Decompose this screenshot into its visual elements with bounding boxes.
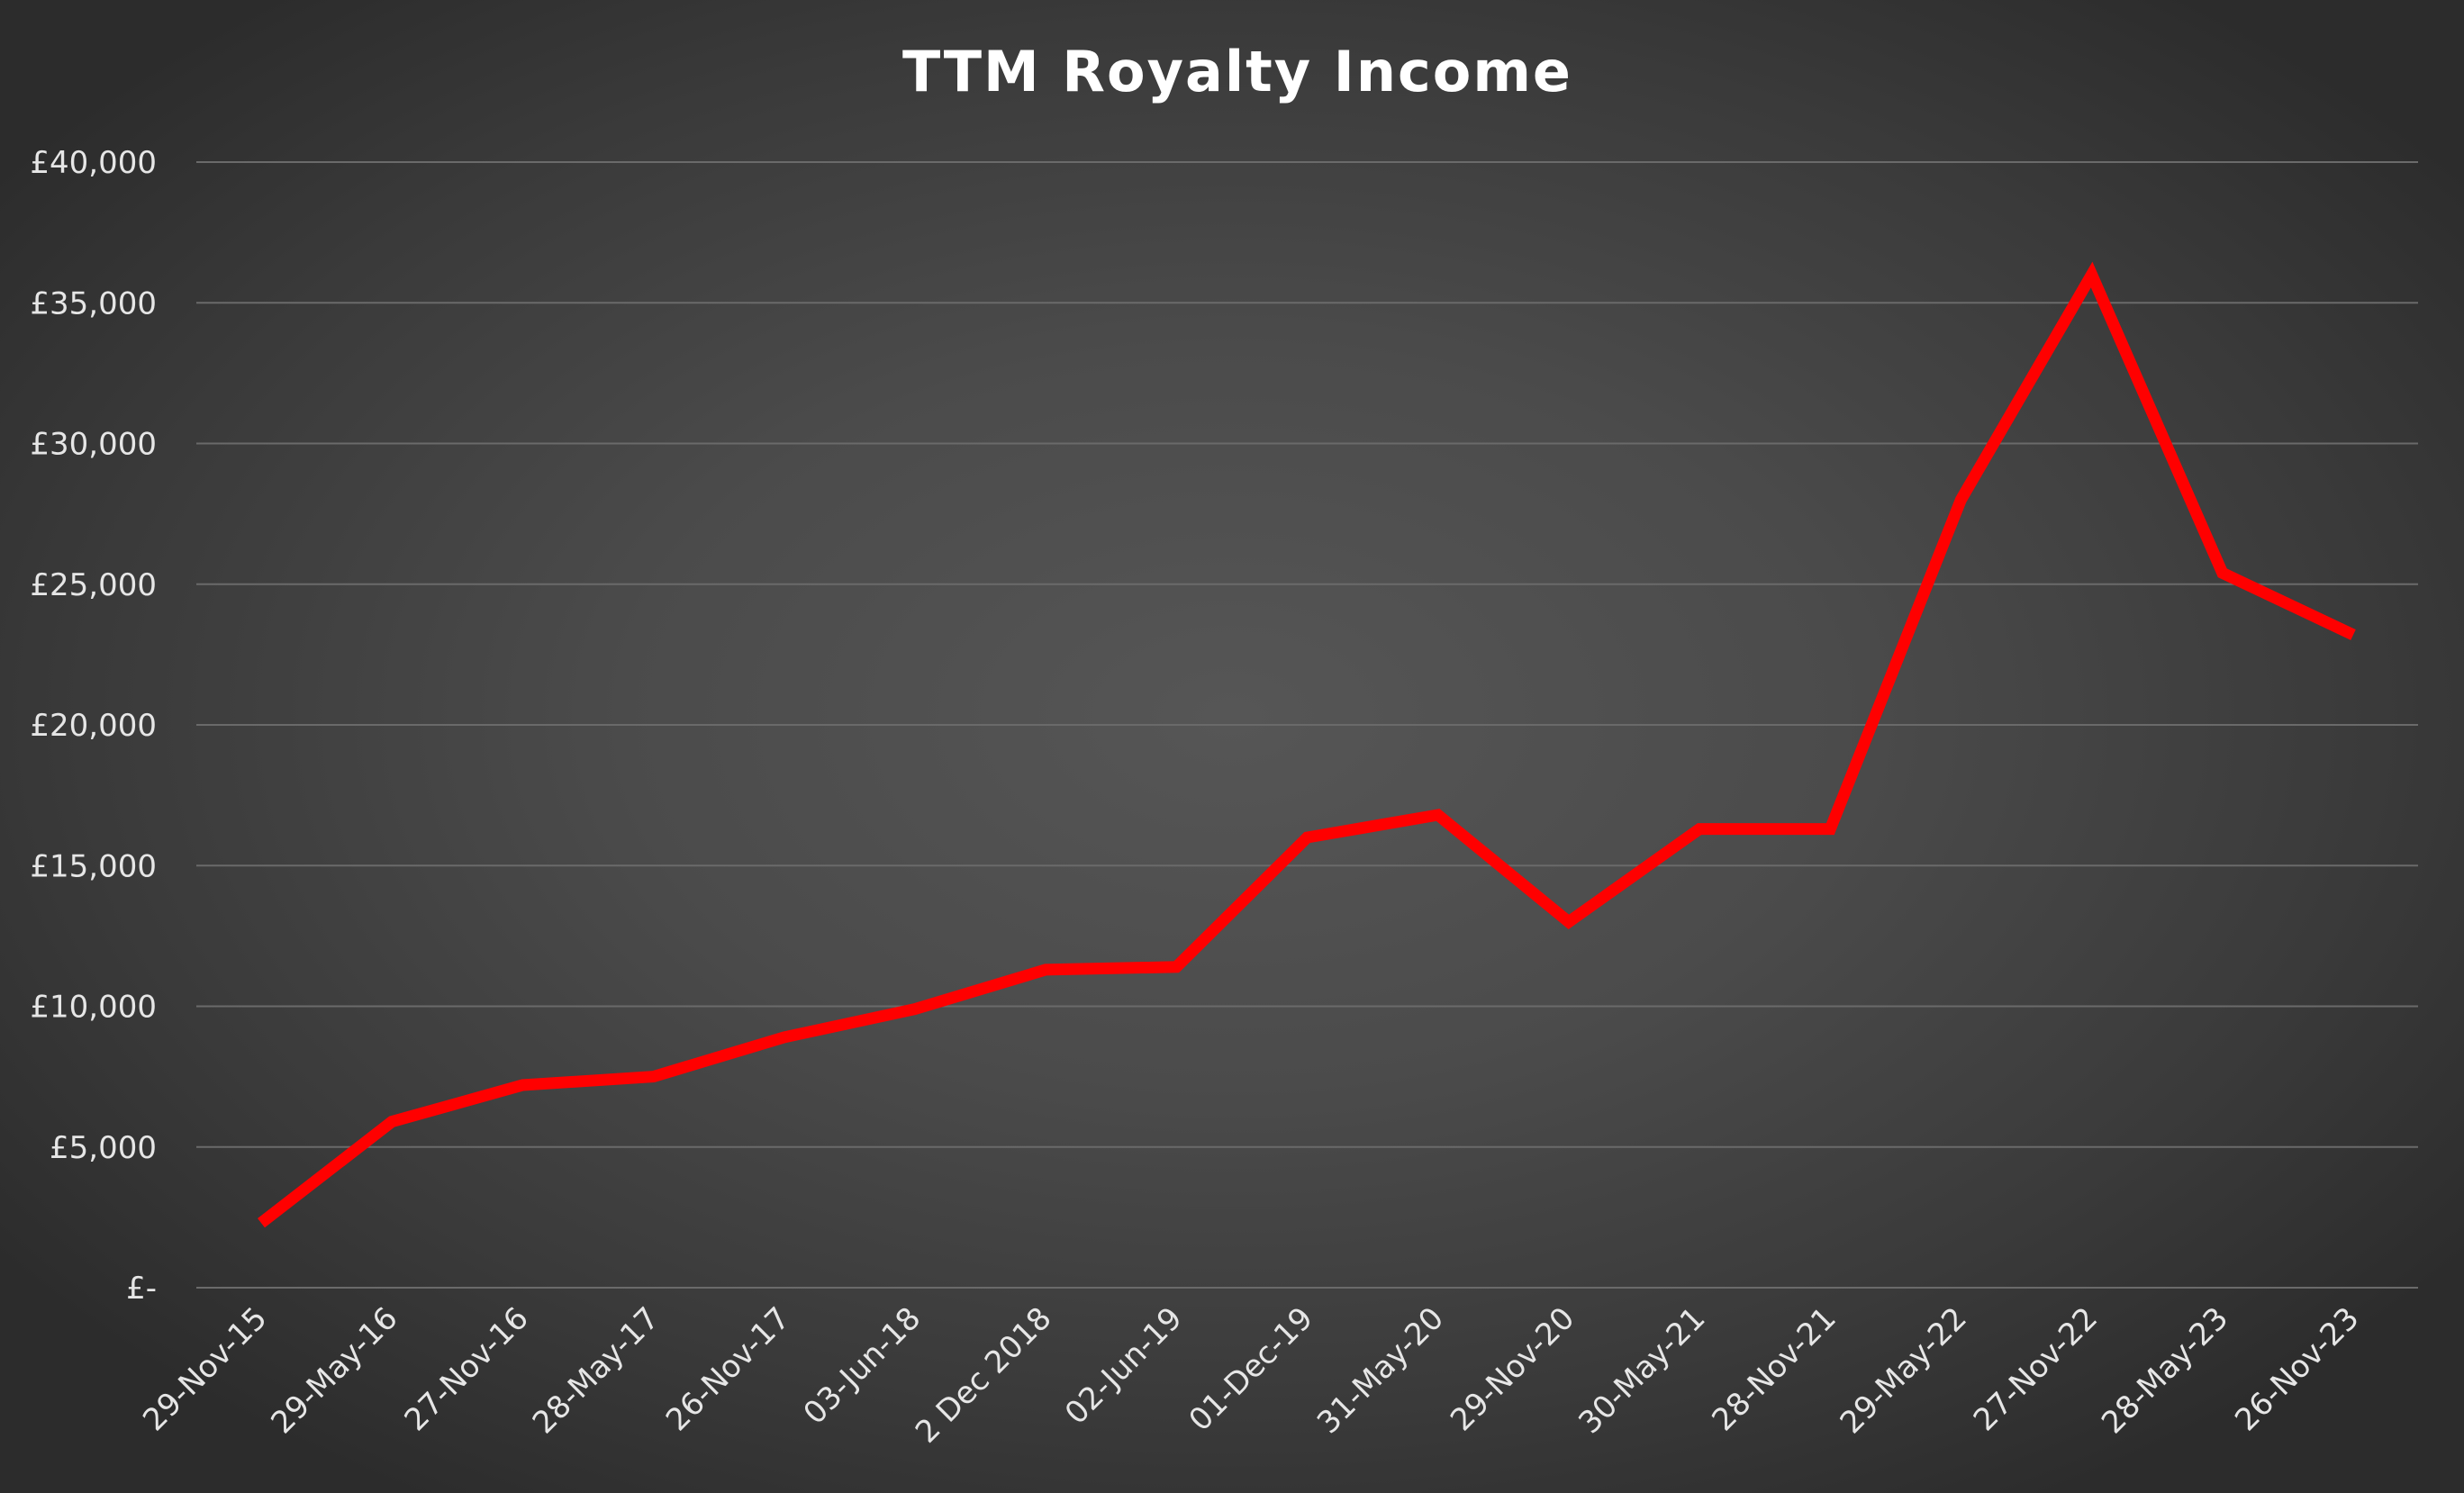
x-tick-label: 30-May-21: [1572, 1300, 1712, 1441]
gridlines: [196, 161, 2418, 1289]
x-tick-label: 31-May-20: [1310, 1300, 1451, 1441]
x-axis-tick-labels: 29-Nov-1529-May-1627-Nov-1628-May-1726-N…: [136, 1300, 2366, 1451]
x-tick-label: 27-Nov-22: [1967, 1300, 2105, 1438]
x-tick-label: 01-Dec-19: [1182, 1300, 1320, 1438]
x-tick-label: 03-Jun-18: [797, 1300, 929, 1432]
x-tick-label: 26-Nov-23: [2228, 1300, 2366, 1438]
y-tick-label: £10,000: [30, 990, 157, 1026]
x-tick-label: 28-May-23: [2095, 1300, 2235, 1441]
x-tick-label: 02-Jun-19: [1058, 1300, 1190, 1432]
x-tick-label: 29-May-16: [264, 1300, 404, 1441]
series-line: [258, 261, 2356, 1228]
y-tick-label: £30,000: [30, 427, 157, 463]
x-tick-label: 2 Dec 2018: [909, 1300, 1059, 1451]
x-tick-label: 26-Nov-17: [659, 1300, 797, 1438]
chart-title: TTM Royalty Income: [902, 39, 1572, 104]
x-tick-label: 29-Nov-15: [136, 1300, 274, 1438]
y-tick-label: £35,000: [30, 285, 157, 321]
x-tick-label: 29-Nov-20: [1444, 1300, 1581, 1438]
y-tick-label: £40,000: [30, 145, 157, 181]
y-tick-label: £5,000: [50, 1130, 157, 1166]
y-tick-label: £15,000: [30, 848, 157, 884]
x-tick-label: 28-May-17: [526, 1300, 666, 1441]
x-tick-label: 28-Nov-21: [1706, 1300, 1843, 1438]
x-tick-label: 29-May-22: [1834, 1300, 1974, 1441]
y-tick-label: £20,000: [30, 708, 157, 744]
x-tick-label: 27-Nov-16: [398, 1300, 536, 1438]
y-tick-label: £-: [126, 1271, 157, 1307]
y-tick-label: £25,000: [30, 567, 157, 603]
series-layer: [258, 261, 2356, 1228]
y-axis-tick-labels: £- £5,000 £10,000 £15,000 £20,000 £25,000 £30,…: [30, 145, 157, 1307]
